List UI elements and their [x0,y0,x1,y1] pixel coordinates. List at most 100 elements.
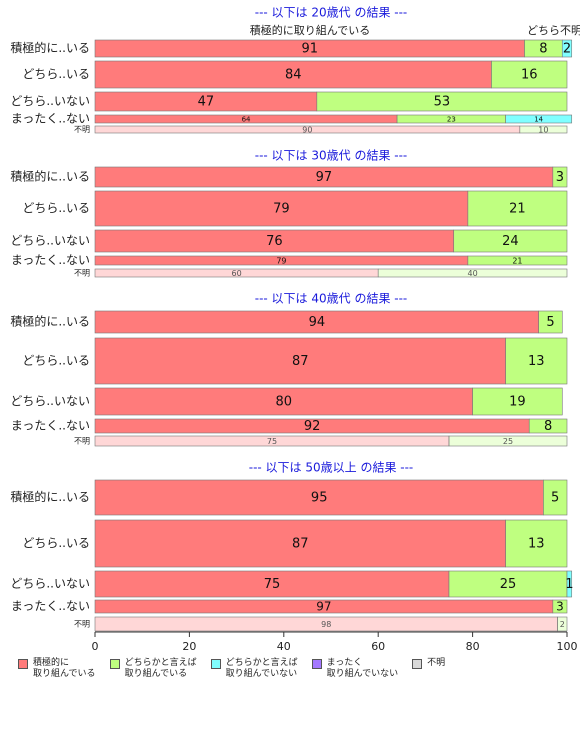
data-label: 8 [544,419,552,434]
data-label: 95 [311,491,328,506]
data-label: 19 [509,395,526,410]
chart: --- 以下は 20歳代 の結果 --- 積極的に取り組んでいる どちら不明積極的に… [10,6,580,654]
category-label: どちら..いない [10,577,90,591]
legend-item: 積極的に 取り組んでいる [18,658,96,680]
data-label: 21 [512,257,522,266]
category-label: 積極的に..いる [10,40,90,55]
legend-label: 不明 [427,658,446,668]
category-label: まったく..ない [11,419,90,433]
x-tick-label: 20 [182,640,196,650]
data-label: 16 [521,68,538,83]
legend-label: どちらかと言えば 取り組んでいない [225,658,298,679]
bar-segment [94,479,544,516]
data-label: 79 [276,257,286,266]
x-tick-label: 100 [557,640,578,650]
category-label: どちら..いる [22,201,90,215]
bar-segment [505,114,573,124]
data-label: 97 [316,600,331,614]
data-label: 21 [509,202,526,217]
bar-segment [316,91,568,112]
legend-swatch [18,659,28,669]
legend-swatch [210,659,221,669]
bar-segment [94,387,473,416]
data-label: 60 [232,269,242,278]
data-label: 64 [242,116,251,124]
data-label: 13 [528,537,545,552]
legend-item: どちらかと言えば 取り組んでいない [210,658,298,680]
category-label: どちら..いない [10,234,90,248]
category-label: どちら..いる [22,354,90,368]
data-label: 24 [502,234,519,249]
category-label: どちら..いる [22,67,90,81]
bar-segment [467,255,568,266]
data-label: 8 [539,42,547,57]
bar-segment [377,268,568,278]
annotation: どちら不明 [527,24,580,37]
legend-swatch [412,659,423,669]
x-tick-label: 80 [466,640,480,650]
bar-segment [94,190,469,227]
data-label: 14 [534,116,543,124]
data-label: 25 [503,437,513,446]
legend-item: どちらかと言えば 取り組んでいる [109,658,197,680]
data-label: 91 [301,42,318,57]
category-label: まったく..ない [11,599,90,613]
legend-label: どちらかと言えば 取り組んでいる [124,658,197,679]
data-label: 97 [316,170,333,185]
data-label: 2 [560,620,565,629]
data-label: 47 [198,95,215,110]
category-label: どちら..いない [10,394,90,408]
bar-segment [528,418,568,434]
data-label: 23 [447,116,456,124]
annotation: 積極的に取り組んでいる [250,23,370,37]
legend-item: まったく 取り組んでいない [311,658,399,680]
data-label: 10 [538,126,548,135]
bar-segment [552,599,568,614]
data-label: 76 [266,234,283,249]
legend-label: まったく 取り組んでいない [326,658,399,679]
category-label: まったく..ない [11,253,90,267]
data-label: 40 [468,269,478,278]
bar-segment [552,166,568,188]
legend-swatch [109,659,120,669]
bar-segment [472,387,563,416]
category-label: どちら..いる [22,536,90,550]
data-label: 53 [434,95,451,110]
data-label: 5 [546,315,554,330]
data-label: 80 [276,395,293,410]
panel-title: --- 以下は 50歳以上 の結果 --- [249,461,414,475]
data-label: 84 [285,68,302,83]
panel-title: --- 以下は 20歳代 の結果 --- [255,6,408,20]
data-label: 94 [309,315,326,330]
bar-segment [94,337,506,385]
category-label: 積極的に..いる [10,489,90,504]
bar-segment [94,519,506,568]
bar-segment [467,190,568,227]
data-label: 87 [292,354,309,369]
category-label: どちら..いない [10,94,90,108]
bar-segment [448,570,568,598]
bar-segment [491,60,568,89]
x-tick-label: 0 [92,640,99,650]
data-label: 13 [528,354,545,369]
bar-segment [505,337,568,385]
category-label: 不明 [74,437,90,446]
category-label: 不明 [74,269,90,278]
legend: 積極的に 取り組んでいる どちらかと言えば 取り組んでいる どちらかと言えば 取り組… [18,658,445,680]
bar-segment [561,39,573,58]
x-tick-label: 40 [277,640,291,650]
data-label: 2 [563,42,571,57]
category-label: 積極的に..いる [10,314,90,329]
bar-segment [519,125,568,134]
bar-segment [543,479,568,516]
data-label: 25 [500,577,517,592]
legend-swatch [311,659,322,669]
data-label: 87 [292,537,309,552]
data-label: 3 [556,600,564,614]
panel-title: --- 以下は 40歳代 の結果 --- [255,292,408,306]
legend-label: 積極的に 取り組んでいる [33,658,96,679]
panel-title: --- 以下は 30歳代 の結果 --- [255,149,408,163]
data-label: 98 [321,620,331,629]
data-label: 75 [267,437,277,446]
